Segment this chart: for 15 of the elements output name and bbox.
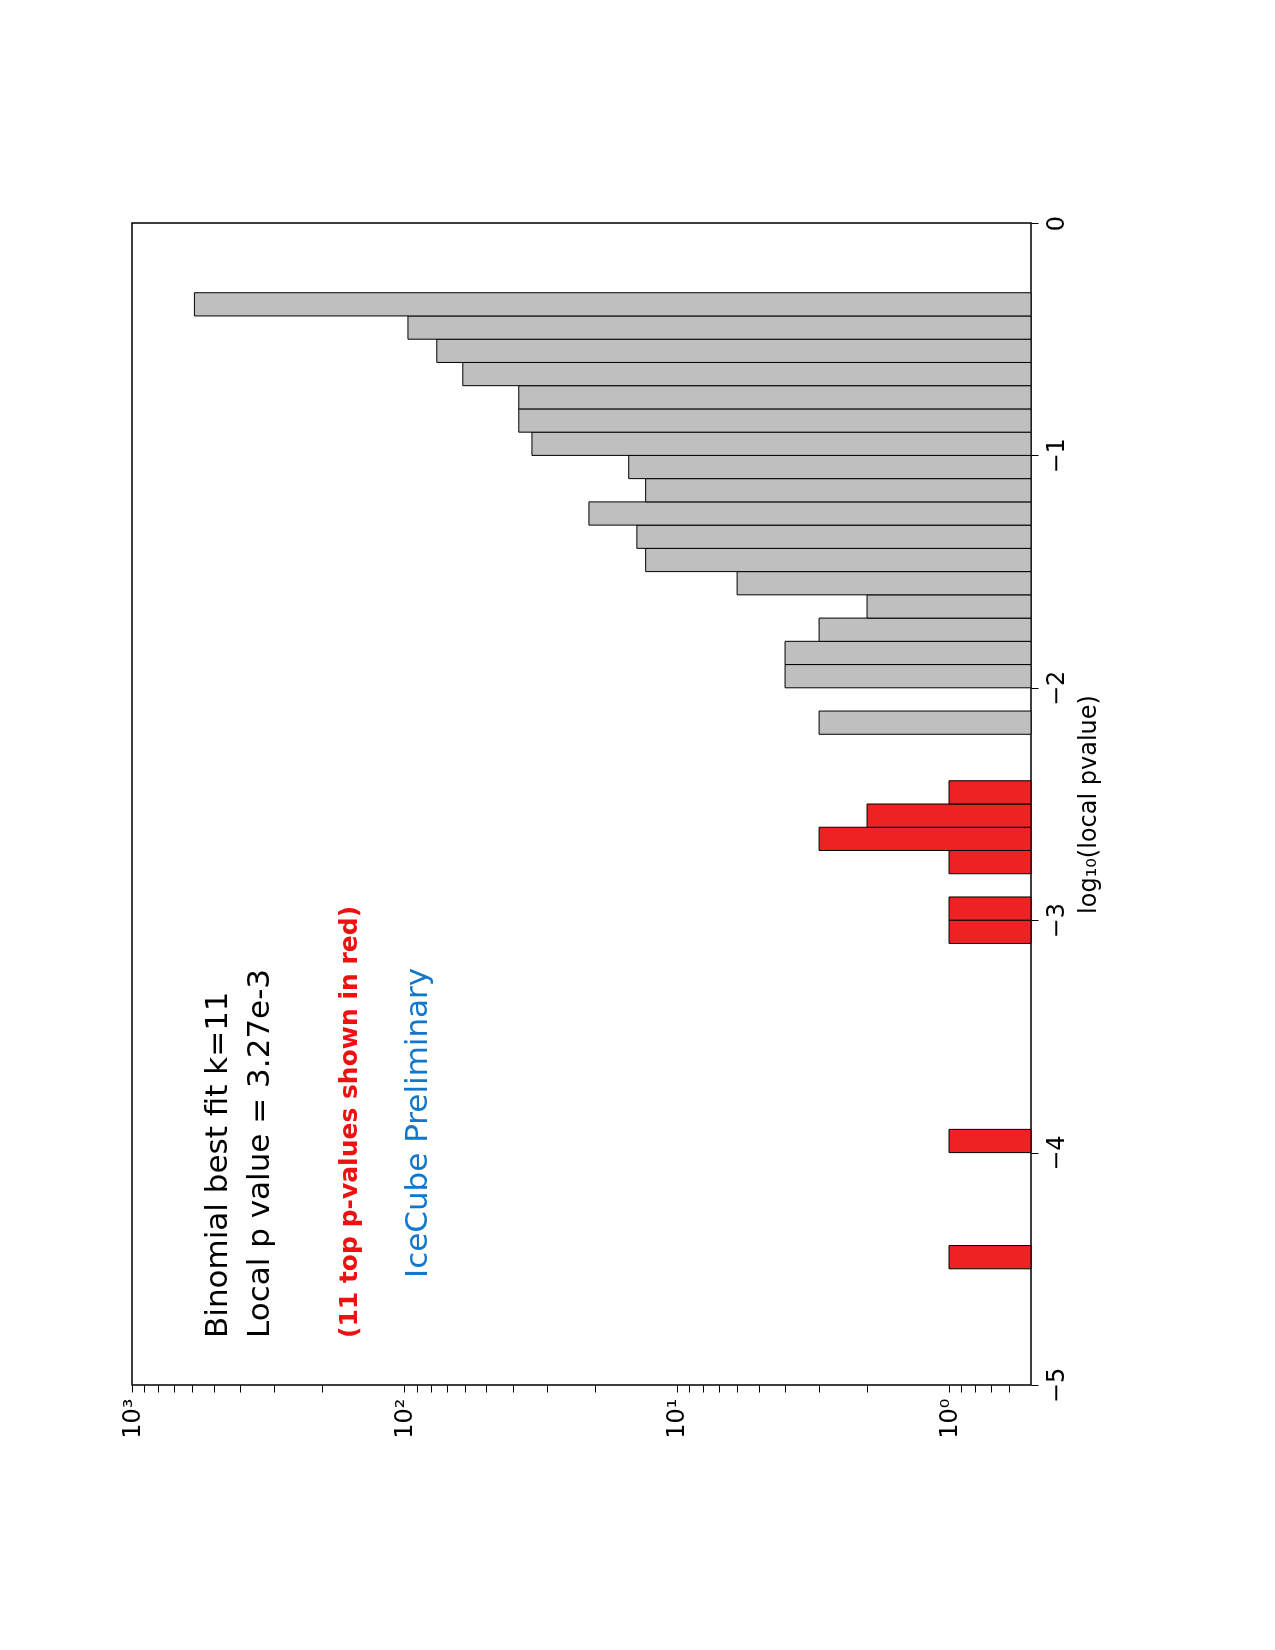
- y-tick-label: 0: [1041, 215, 1070, 232]
- y-tick-label: −2: [1041, 670, 1070, 706]
- x-tick-label: 10¹: [662, 1398, 691, 1439]
- annotation: Binomial best fit k=11: [198, 991, 234, 1338]
- x-tick-label: 10²: [389, 1398, 418, 1439]
- y-tick-label: −1: [1041, 438, 1070, 474]
- annotation: Local p value = 3.27e-3: [240, 968, 276, 1338]
- annotation: (11 top p-values shown in red): [334, 905, 363, 1338]
- x-tick-label: 10³: [117, 1398, 146, 1439]
- y-tick-label: −4: [1041, 1135, 1070, 1171]
- y-tick-label: −3: [1041, 903, 1070, 939]
- x-tick-label: 10⁰: [934, 1398, 963, 1439]
- y-axis-title: log₁₀(local pvalue): [1073, 695, 1102, 914]
- annotation: IceCube Preliminary: [398, 967, 434, 1278]
- y-tick-label: −5: [1041, 1367, 1070, 1404]
